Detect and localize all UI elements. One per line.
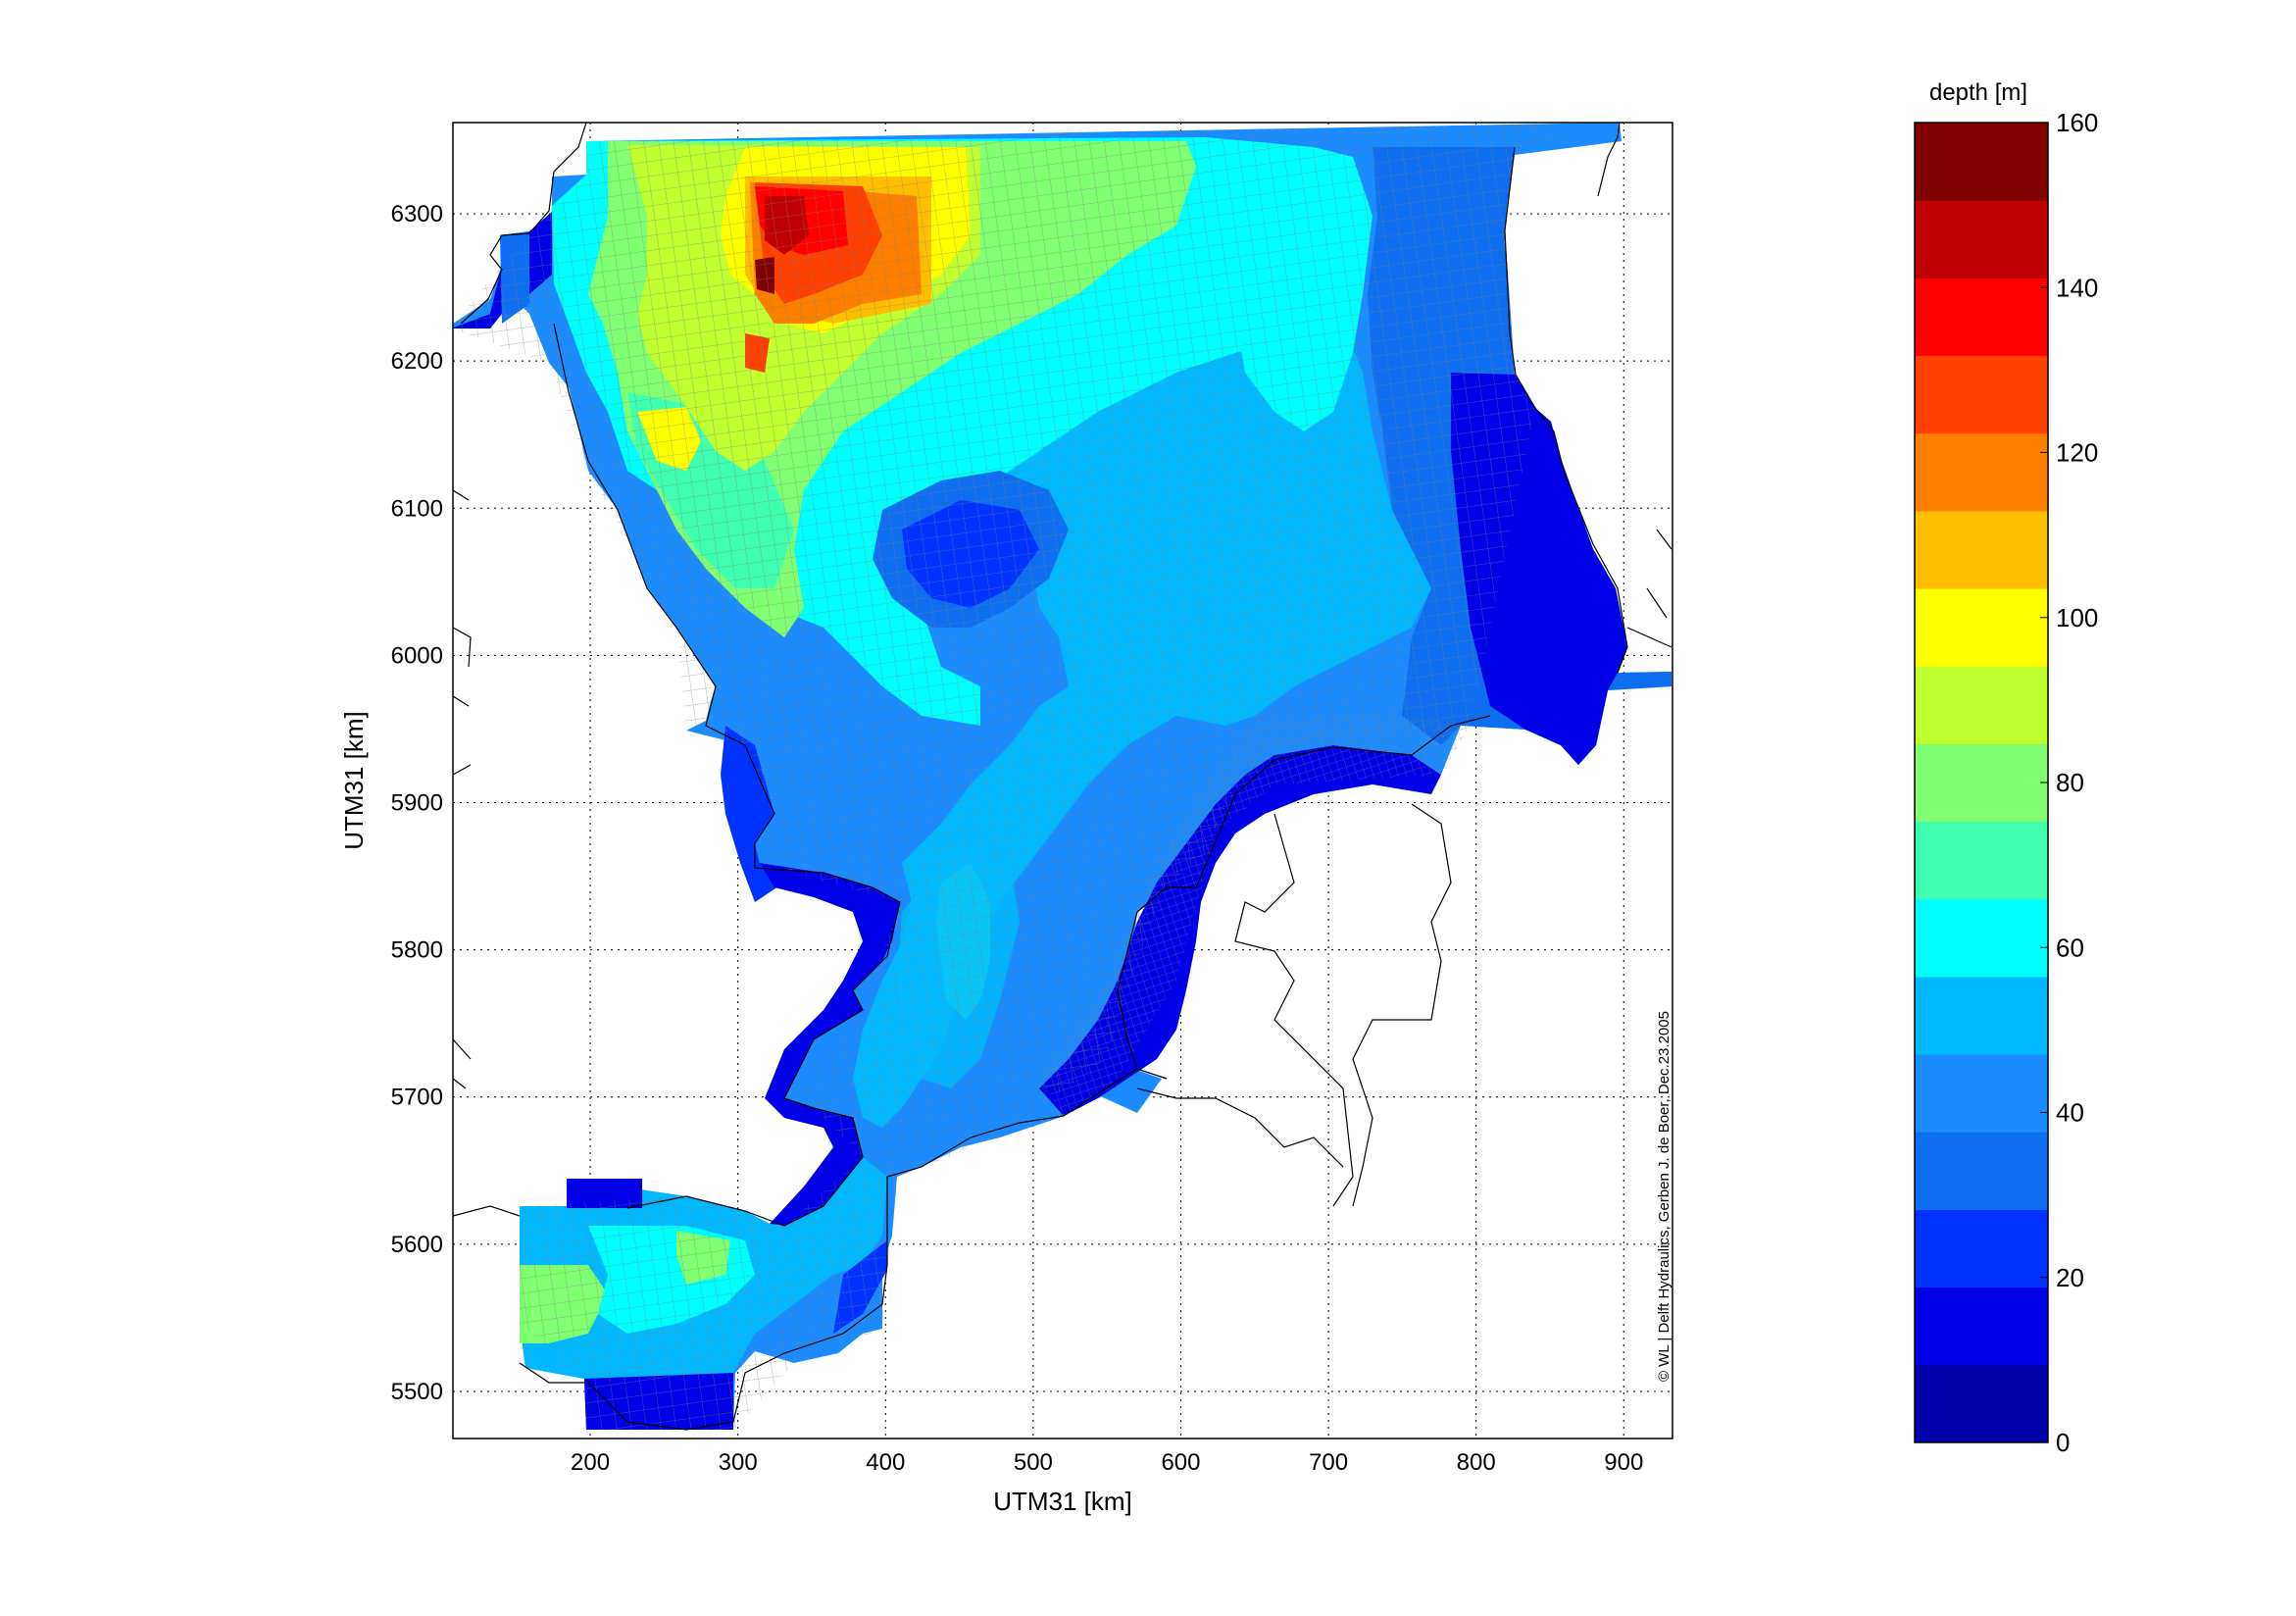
y-tick-label: 5900 [391,790,443,817]
y-tick-label: 5500 [391,1379,443,1405]
coastline-england-south [453,1205,521,1217]
colorbar-tick-label: 100 [2056,603,2098,632]
coastline-norway [1597,123,1621,197]
credit-text: © WL | Delft Hydraulics, Gerben J. de Bo… [1656,1011,1672,1382]
border-nl-de [1234,813,1354,1207]
colorbar-tick-label: 40 [2056,1098,2084,1128]
x-tick-labels: 200 300 400 500 600 700 800 900 [571,1449,1643,1476]
model-grid-coarse [453,123,1620,1430]
x-tick-label: 600 [1161,1449,1200,1476]
colorbar-tick-label: 0 [2056,1428,2070,1457]
x-axis-label: UTM31 [km] [993,1487,1132,1516]
y-tick-labels: 5500 5600 5700 5800 5900 6000 6100 6200 6300 [391,201,443,1405]
colorbar-tick-label: 120 [2056,438,2098,468]
colorbar-tick-label: 80 [2056,768,2084,797]
colorbar-tick-labels: 0 20 40 60 80 100 120 140 160 [2040,108,2098,1457]
x-tick-label: 800 [1457,1449,1496,1476]
coastline-scotland [460,123,587,325]
y-tick-label: 5700 [391,1085,443,1111]
map-axes: 200 300 400 500 600 700 800 900 5500 5600 5700 580… [339,122,1673,1516]
colorbar-swatch [1915,1287,2048,1366]
colorbar-swatch [1915,588,2048,667]
y-axis-label: UTM31 [km] [339,711,369,850]
x-tick-label: 200 [571,1449,610,1476]
border-be [1136,1087,1344,1168]
y-tick-label: 6300 [391,201,443,227]
coastline-denmark [1504,146,1628,674]
x-tick-label: 900 [1604,1449,1643,1476]
coastline-england-east [553,323,901,1227]
coastline-jutland-east [1626,529,1672,648]
plot-frame [452,122,1673,1439]
x-tick-label: 500 [1014,1449,1053,1476]
colorbar-swatch [1915,432,2048,512]
colorbar-swatch [1915,976,2048,1055]
colorbar-swatch [1915,1132,2048,1210]
border-inland [1352,803,1452,1207]
colorbar-swatch [1915,1364,2048,1443]
y-tick-label: 5600 [391,1232,443,1258]
colorbar-swatch [1915,510,2048,589]
zone-english-coast [760,863,900,1226]
zone-west-coast-shallow [721,726,784,902]
colorbar-swatch [1915,123,2048,201]
coastline-ireland-fragments [453,489,472,1089]
colorbar-swatch [1915,898,2048,978]
coastlines [453,123,1672,1431]
y-tick-label: 6100 [391,495,443,522]
y-tick-label: 6200 [391,348,443,375]
colorbar-swatch [1915,1054,2048,1133]
y-tick-label: 6000 [391,642,443,669]
colorbar-swatch [1915,278,2048,357]
colorbar: depth [m] 0 20 40 60 80 100 120 140 160 [1914,79,2098,1457]
model-grid-fine [1039,716,1471,1116]
colorbar-swatch [1915,200,2048,278]
colorbar-swatches [1915,123,2048,1443]
x-tick-label: 300 [719,1449,758,1476]
coastline-netherlands [1117,715,1491,1070]
depth-field [453,123,1672,1430]
colorbar-tick-label: 20 [2056,1263,2084,1292]
colorbar-swatch [1915,1209,2048,1288]
colorbar-tick-label: 140 [2056,273,2098,302]
x-tick-label: 400 [866,1449,905,1476]
colorbar-title: depth [m] [1929,79,2027,106]
colorbar-swatch [1915,355,2048,434]
colorbar-tick-label: 60 [2056,933,2084,962]
x-tick-label: 700 [1309,1449,1348,1476]
colorbar-swatch [1915,743,2048,823]
colorbar-swatch [1915,666,2048,744]
y-tick-label: 5800 [391,937,443,964]
colorbar-tick-label: 160 [2056,108,2098,137]
colorbar-swatch [1915,821,2048,900]
coastline-france [519,1068,1168,1431]
